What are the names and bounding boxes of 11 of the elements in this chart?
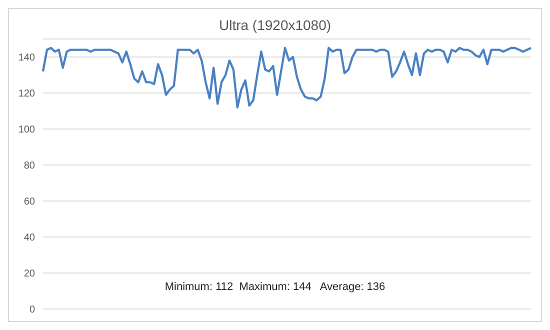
y-tick-label: 40 bbox=[24, 232, 36, 244]
line-series bbox=[42, 46, 532, 108]
y-tick-label: 60 bbox=[24, 196, 36, 208]
y-tick-label: 20 bbox=[24, 268, 36, 280]
y-tick-label: 140 bbox=[18, 52, 36, 64]
annotation: Minimum: 112 Maximum: 144 Average: 136 bbox=[164, 281, 386, 293]
y-tick-label: 0 bbox=[29, 304, 36, 316]
y-tick-label: 100 bbox=[18, 124, 36, 136]
chart-title: Ultra (1920x1080) bbox=[218, 17, 332, 33]
y-tick-label: 120 bbox=[18, 88, 36, 100]
y-tick-label: 80 bbox=[24, 160, 36, 172]
